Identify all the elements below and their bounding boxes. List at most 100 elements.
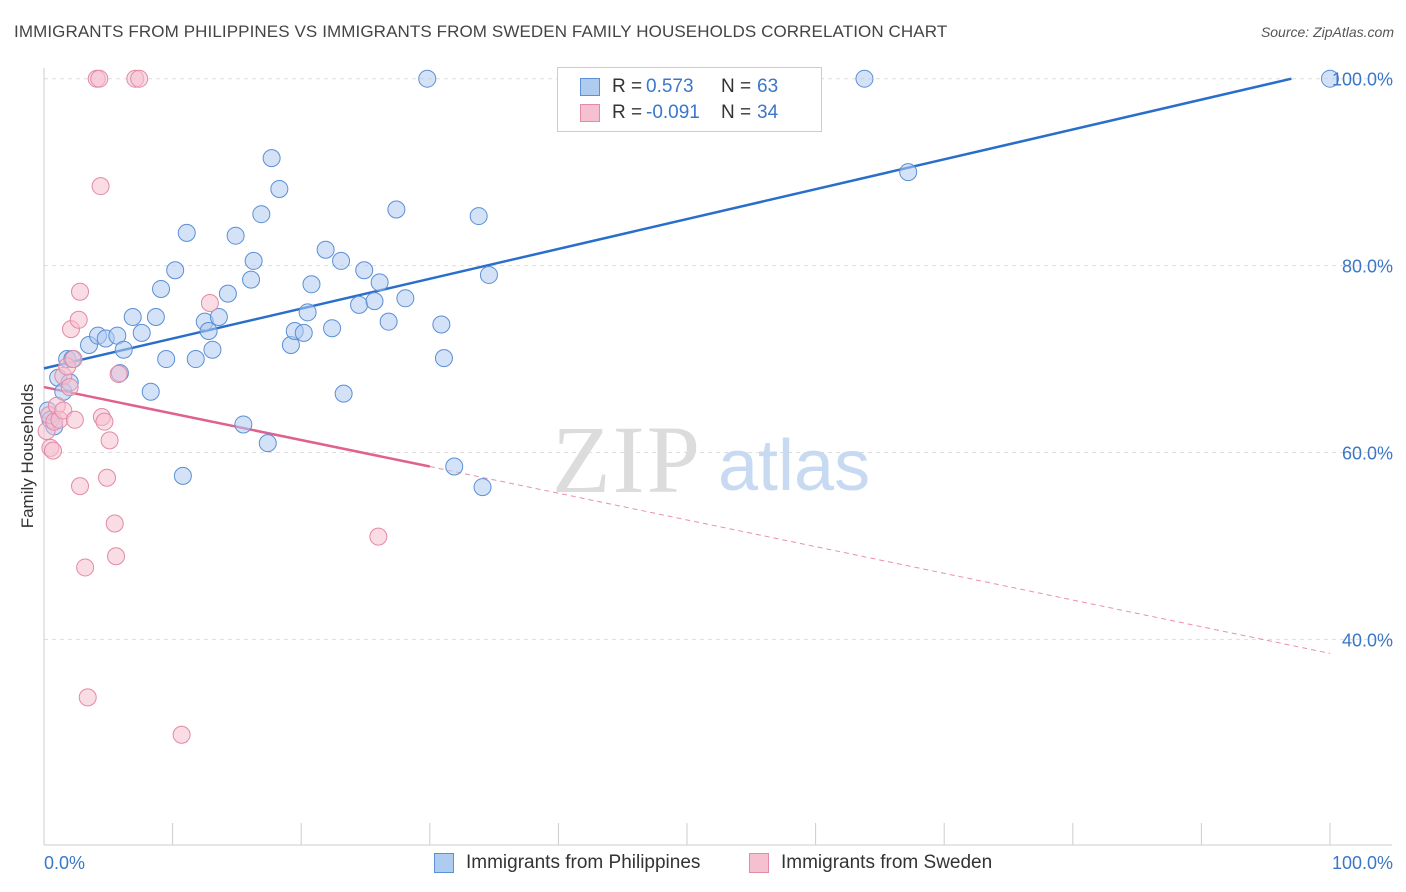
point-philippines (186, 350, 205, 369)
point-philippines (234, 415, 253, 434)
point-philippines (141, 382, 160, 401)
watermark-atlas: atlas (718, 426, 870, 506)
point-sweden (105, 514, 124, 533)
point-philippines (294, 323, 313, 342)
point-philippines (432, 315, 451, 334)
data-points (37, 69, 1339, 744)
point-philippines (479, 265, 498, 284)
tick-labels: 40.0% 60.0% 80.0% 100.0% 0.0% 100.0% (44, 70, 1393, 873)
point-sweden (107, 547, 126, 566)
point-sweden (64, 350, 83, 369)
legend-n-label: N = (721, 76, 752, 97)
legend-r-value: -0.091 (646, 102, 700, 123)
source-label: Source: ZipAtlas.com (1260, 24, 1394, 40)
point-philippines (387, 200, 406, 219)
point-philippines (379, 312, 398, 331)
point-philippines (166, 261, 185, 280)
point-philippines (218, 284, 237, 303)
point-philippines (209, 307, 228, 326)
point-philippines (203, 340, 222, 359)
trend-line-sweden-extension (429, 466, 1331, 654)
point-philippines (332, 251, 351, 270)
y-tick-label: 60.0% (1342, 444, 1393, 464)
point-philippines (244, 251, 263, 270)
point-philippines (177, 223, 196, 242)
y-tick-label: 100.0% (1332, 70, 1393, 90)
point-philippines (473, 478, 492, 497)
point-philippines (123, 307, 142, 326)
legend-r-label: R = (612, 102, 643, 123)
point-philippines (316, 240, 335, 259)
point-philippines (445, 457, 464, 476)
chart-title: IMMIGRANTS FROM PHILIPPINES VS IMMIGRANT… (14, 22, 948, 41)
point-philippines (855, 69, 874, 88)
stats-legend: R = 0.573 N = 63 R = -0.091 N = 34 (557, 67, 822, 132)
trend-line-philippines (43, 77, 1292, 370)
point-philippines (262, 149, 281, 168)
point-philippines (258, 434, 277, 453)
point-philippines (270, 179, 289, 198)
point-sweden (78, 688, 97, 707)
legend-swatch-sweden (749, 853, 769, 873)
point-philippines (334, 384, 353, 403)
trend-lines (43, 77, 1331, 654)
point-sweden (172, 725, 191, 744)
point-philippines (396, 289, 415, 308)
point-sweden (60, 378, 79, 397)
point-sweden (200, 293, 219, 312)
point-philippines (252, 205, 271, 224)
point-sweden (71, 282, 90, 301)
legend-swatch-philippines (434, 853, 454, 873)
point-philippines (173, 466, 192, 485)
legend-label-philippines: Immigrants from Philippines (466, 852, 701, 873)
legend-swatch-blue (580, 78, 600, 96)
legend-n-value: 63 (757, 76, 779, 97)
legend-item-sweden[interactable]: Immigrants from Sweden (749, 852, 992, 874)
watermark: ZIP atlas (552, 406, 870, 513)
point-philippines (350, 295, 369, 314)
point-philippines (1321, 69, 1339, 88)
y-tick-label: 40.0% (1342, 630, 1393, 650)
watermark-zip: ZIP (552, 406, 702, 513)
legend-label-sweden: Immigrants from Sweden (781, 852, 993, 873)
x-tick-label: 0.0% (44, 853, 85, 873)
point-philippines (157, 350, 176, 369)
legend-n-value: 34 (757, 102, 779, 123)
y-tick-label: 80.0% (1342, 257, 1393, 277)
point-philippines (132, 323, 151, 342)
point-sweden (44, 441, 63, 460)
point-sweden (69, 310, 88, 329)
point-philippines (323, 319, 342, 338)
legend-row-philippines: R = 0.573 N = 63 (580, 75, 778, 99)
legend-r-value: 0.573 (646, 76, 694, 97)
point-sweden (100, 431, 119, 450)
legend-r-label: R = (612, 76, 643, 97)
point-philippines (370, 273, 389, 292)
point-philippines (365, 292, 384, 311)
legend-n-label: N = (721, 102, 752, 123)
point-sweden (98, 468, 117, 487)
series-legend: Immigrants from Philippines Immigrants f… (0, 852, 1406, 876)
point-sweden (130, 69, 149, 88)
point-philippines (152, 279, 171, 298)
point-philippines (199, 322, 218, 341)
point-sweden (369, 527, 388, 546)
point-sweden (91, 177, 110, 196)
point-philippines (146, 307, 165, 326)
point-sweden (65, 410, 84, 429)
point-philippines (899, 163, 918, 182)
point-sweden (76, 558, 95, 577)
point-philippines (114, 340, 133, 359)
point-philippines (469, 207, 488, 226)
point-philippines (418, 69, 437, 88)
x-tick-label: 100.0% (1332, 853, 1393, 873)
point-sweden (95, 412, 114, 431)
axes (43, 68, 1392, 846)
point-sweden (71, 477, 90, 496)
point-philippines (434, 349, 453, 368)
legend-swatch-pink (580, 104, 600, 122)
legend-item-philippines[interactable]: Immigrants from Philippines (434, 852, 700, 874)
legend-row-sweden: R = -0.091 N = 34 (580, 101, 778, 125)
point-philippines (355, 261, 374, 280)
point-sweden (109, 365, 128, 383)
